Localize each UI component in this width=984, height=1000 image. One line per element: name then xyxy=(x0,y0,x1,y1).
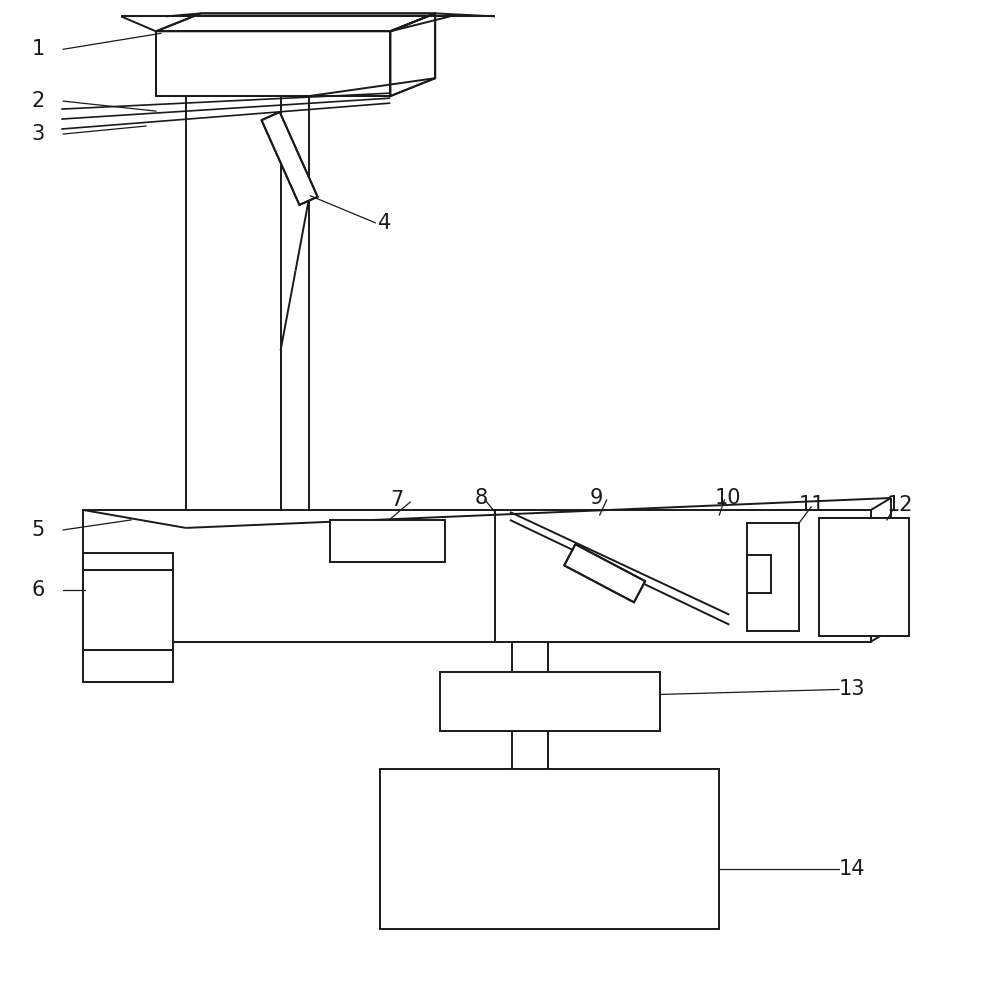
Polygon shape xyxy=(262,112,318,205)
Text: 3: 3 xyxy=(31,124,44,144)
Polygon shape xyxy=(155,13,435,31)
Polygon shape xyxy=(564,544,646,602)
Bar xyxy=(84,553,173,682)
Bar xyxy=(747,523,799,631)
Text: 7: 7 xyxy=(391,490,403,510)
Bar xyxy=(84,510,871,642)
Text: 14: 14 xyxy=(839,859,866,879)
Text: 13: 13 xyxy=(839,679,866,699)
Polygon shape xyxy=(155,31,391,96)
Bar xyxy=(819,518,909,636)
Bar xyxy=(440,672,659,731)
Text: 5: 5 xyxy=(31,520,44,540)
Text: 8: 8 xyxy=(475,488,488,508)
Bar xyxy=(381,769,719,929)
Bar xyxy=(331,520,445,562)
Text: 11: 11 xyxy=(799,495,826,515)
Text: 12: 12 xyxy=(887,495,913,515)
Text: 10: 10 xyxy=(714,488,741,508)
Polygon shape xyxy=(391,13,435,96)
Text: 6: 6 xyxy=(31,580,44,600)
Text: 2: 2 xyxy=(31,91,44,111)
Bar xyxy=(747,555,771,593)
Text: 1: 1 xyxy=(31,39,44,59)
Bar xyxy=(512,642,548,672)
Text: 4: 4 xyxy=(378,213,392,233)
Text: 9: 9 xyxy=(589,488,603,508)
